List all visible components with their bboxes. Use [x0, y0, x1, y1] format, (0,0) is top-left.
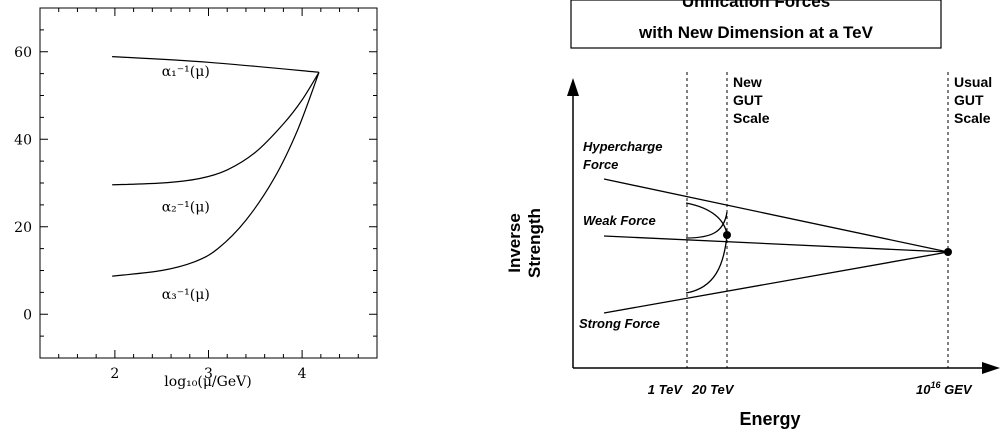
- x-tick-label: 3: [204, 366, 213, 382]
- strong-curve: [685, 234, 728, 294]
- y-axis-label-line-2: Strength: [525, 208, 544, 278]
- weak-force-label: Weak Force: [583, 213, 656, 228]
- series-annotations: α₁⁻¹(μ) α₂⁻¹(μ) α₃⁻¹(μ): [162, 64, 210, 303]
- y-tick-labels: 0 20 40 60: [14, 45, 32, 324]
- tick-gut-exponent: 16: [930, 380, 941, 390]
- y-axis-label: Inverse Strength: [505, 208, 544, 278]
- usual-gut-line-1: Usual: [954, 74, 992, 90]
- y-tick-label: 40: [14, 132, 32, 148]
- tick-20tev: 20 TeV: [691, 382, 735, 397]
- series-lines: [112, 56, 320, 277]
- y-axis-arrow: [567, 78, 579, 96]
- usual-gut-line-3: Scale: [954, 110, 991, 126]
- hypercharge-curve: [685, 202, 728, 236]
- series-line-2: [112, 71, 320, 186]
- new-gut-line-2: GUT: [733, 92, 763, 108]
- x-axis-label-energy: Energy: [739, 409, 800, 429]
- x-tick-label: 4: [298, 366, 307, 382]
- usual-gut-scale-label: Usual GUT Scale: [954, 74, 992, 126]
- tick-gut-suffix: GEV: [940, 382, 972, 397]
- new-gut-point: [723, 231, 731, 239]
- weak-curve: [685, 211, 728, 239]
- usual-gut-point: [944, 248, 952, 256]
- y-axis-label-line-1: Inverse: [505, 213, 524, 273]
- strong-force-label: Strong Force: [579, 316, 660, 331]
- new-gut-line-3: Scale: [733, 110, 770, 126]
- plot-frame: [39, 7, 378, 359]
- new-gut-line-1: New: [733, 74, 762, 90]
- unification-diagram: Unification Forces with New Dimension at…: [505, 0, 1000, 429]
- x-tick-label: 2: [110, 366, 119, 382]
- coupling-running-chart: 0 20 40 60 2 3 4 α₁⁻¹(μ) α₂⁻¹(μ) α₃⁻¹(μ) log₁₀(…: [14, 7, 378, 390]
- new-gut-scale-label: New GUT Scale: [733, 74, 770, 126]
- tick-1tev: 1 TeV: [648, 382, 684, 397]
- strong-line: [603, 251, 949, 314]
- y-tick-label: 20: [14, 220, 32, 236]
- axis-ticks: [39, 7, 378, 359]
- tick-gut-base: 10: [916, 382, 931, 397]
- x-tick-labels: 2 3 4: [110, 366, 306, 382]
- hypercharge-label-line-1: Hypercharge: [583, 139, 662, 154]
- x-axis-label: log₁₀(μ/GeV): [164, 374, 251, 390]
- tick-gut: 1016 GEV: [916, 380, 973, 397]
- x-axis-arrow: [982, 362, 1000, 374]
- usual-gut-line-2: GUT: [954, 92, 984, 108]
- series-line-3: [112, 72, 320, 277]
- hypercharge-line: [603, 178, 949, 253]
- diagram-title-line-1: Unification Forces: [682, 0, 830, 11]
- series-annotation-1: α₁⁻¹(μ): [162, 64, 210, 80]
- series-annotation-3: α₃⁻¹(μ): [162, 287, 210, 303]
- series-annotation-2: α₂⁻¹(μ): [162, 199, 210, 215]
- hypercharge-label-line-2: Force: [583, 157, 618, 172]
- diagram-title-line-2: with New Dimension at a TeV: [638, 23, 874, 42]
- y-tick-label: 60: [14, 45, 32, 61]
- weak-line: [603, 235, 949, 253]
- series-line-1: [112, 56, 320, 73]
- title-box: [570, 0, 942, 49]
- y-tick-label: 0: [23, 307, 32, 323]
